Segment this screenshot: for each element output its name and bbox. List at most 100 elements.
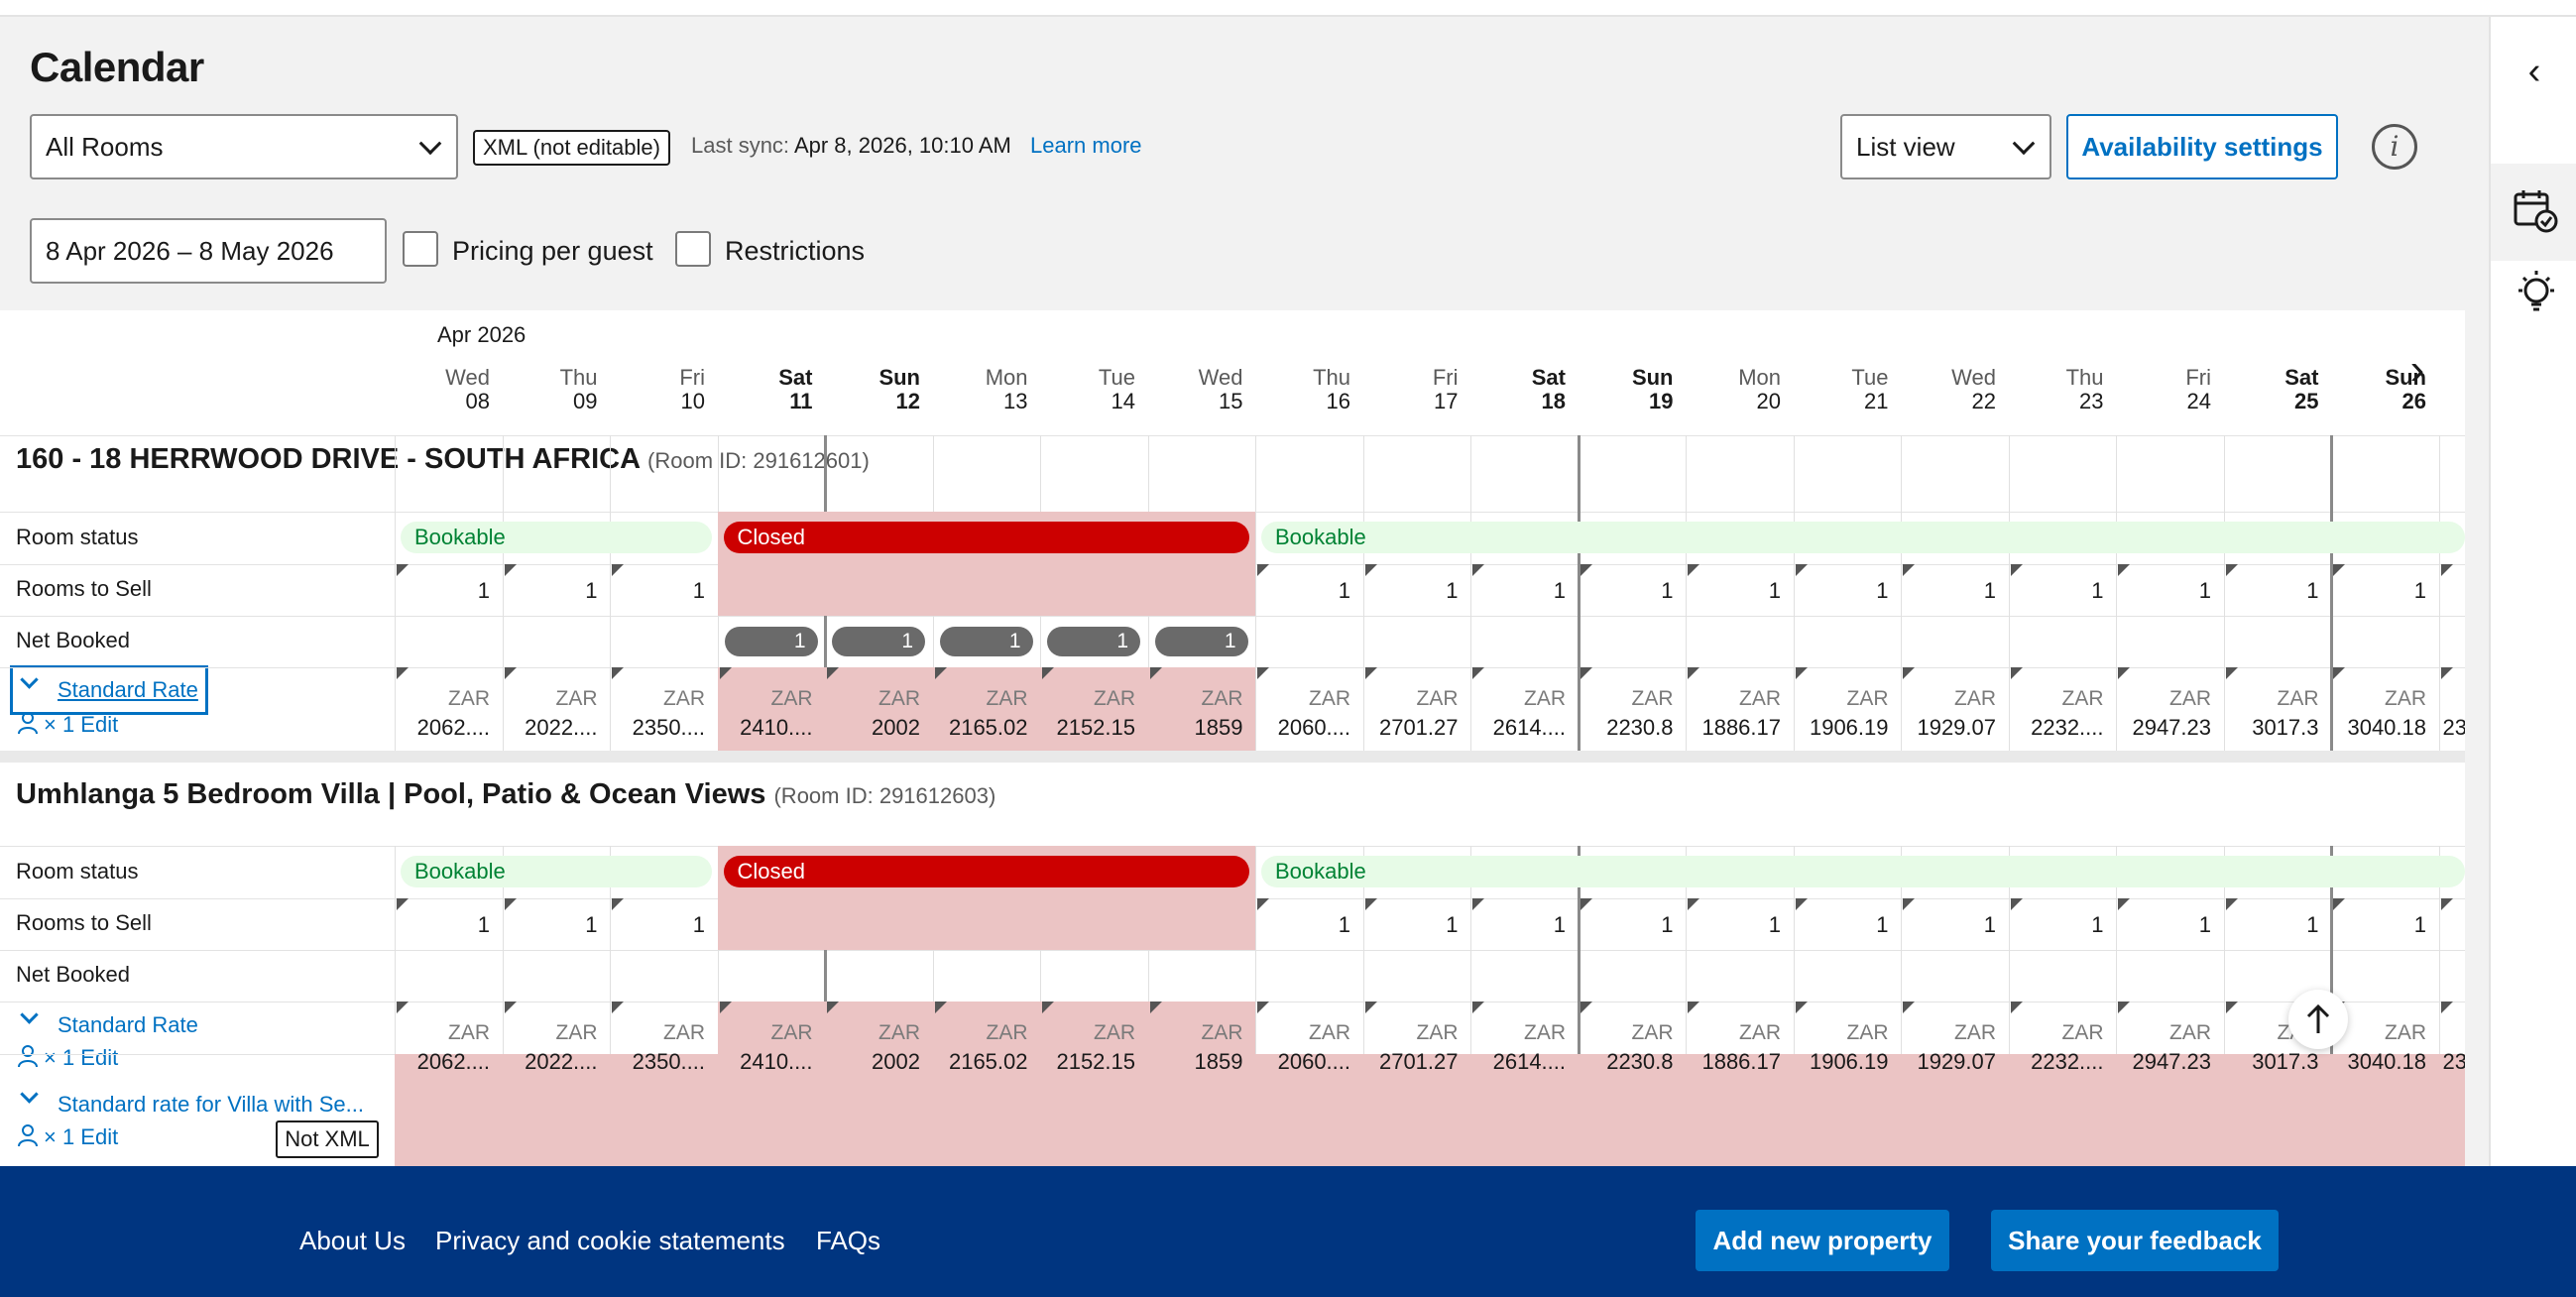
view-select[interactable]: List view — [1840, 114, 2051, 179]
price-cell[interactable]: 2152.15 — [1056, 715, 1135, 740]
pricing-per-guest-checkbox[interactable] — [403, 231, 438, 267]
price-cell[interactable]: 2350.... — [632, 715, 705, 740]
price-cell[interactable]: 23 — [2442, 715, 2466, 740]
rooms-to-sell-cell[interactable]: 1 — [2091, 912, 2104, 937]
price-cell[interactable]: 2410.... — [740, 715, 813, 740]
price-cell[interactable]: 1859 — [1194, 715, 1243, 740]
rooms-to-sell-cell[interactable]: 1 — [2306, 578, 2319, 603]
rate-plan-link[interactable]: Standard Rate — [58, 677, 198, 702]
rooms-to-sell-cell[interactable]: 1 — [2306, 912, 2319, 937]
price-cell[interactable]: 3040.18 — [2347, 715, 2426, 740]
lightbulb-icon[interactable] — [2513, 265, 2560, 324]
price-cell[interactable]: 2350.... — [632, 1049, 705, 1074]
room-title: Umhlanga 5 Bedroom Villa | Pool, Patio &… — [16, 778, 995, 811]
column-divider — [1901, 846, 1902, 1166]
rooms-to-sell-cell[interactable]: 1 — [1768, 578, 1781, 603]
price-cell[interactable]: 1906.19 — [1809, 715, 1889, 740]
price-cell[interactable]: 2614.... — [1492, 715, 1566, 740]
price-cell[interactable]: 2947.23 — [2132, 1049, 2211, 1074]
price-cell[interactable]: 1929.07 — [1917, 715, 1996, 740]
rooms-to-sell-cell[interactable]: 1 — [2413, 912, 2426, 937]
price-cell[interactable]: 2062.... — [416, 1049, 490, 1074]
calendar-tab[interactable] — [2491, 164, 2576, 261]
price-cell[interactable]: 3017.3 — [2252, 1049, 2319, 1074]
price-cell[interactable]: 2701.27 — [1378, 1049, 1459, 1074]
price-cell[interactable]: 2022.... — [525, 1049, 598, 1074]
rate-edit-link[interactable]: × 1 Edit — [16, 1044, 118, 1071]
price-cell[interactable]: 23 — [2442, 1049, 2466, 1074]
price-cell[interactable]: 2230.8 — [1606, 1049, 1674, 1074]
price-cell[interactable]: 1886.17 — [1701, 715, 1781, 740]
rooms-to-sell-cell[interactable]: 1 — [2413, 578, 2426, 603]
price-cell[interactable]: 2165.02 — [948, 715, 1028, 740]
price-cell[interactable]: 1859 — [1194, 1049, 1243, 1074]
rooms-to-sell-cell[interactable]: 1 — [585, 578, 598, 603]
rooms-to-sell-cell[interactable]: 1 — [1768, 912, 1781, 937]
column-divider — [2008, 846, 2010, 1166]
price-cell[interactable]: 2062.... — [416, 715, 490, 740]
chevron-right-icon[interactable]: › — [2409, 345, 2425, 394]
rooms-to-sell-cell[interactable]: 1 — [1983, 912, 1996, 937]
rooms-to-sell-cell[interactable]: 1 — [1446, 912, 1459, 937]
price-cell[interactable]: 1886.17 — [1701, 1049, 1781, 1074]
add-new-property-button[interactable]: Add new property — [1696, 1210, 1949, 1271]
price-cell[interactable]: 2060.... — [1277, 715, 1350, 740]
rooms-to-sell-cell[interactable]: 1 — [1338, 578, 1350, 603]
price-cell[interactable]: 1906.19 — [1809, 1049, 1889, 1074]
rooms-to-sell-cell[interactable]: 1 — [1338, 912, 1350, 937]
chevron-down-icon[interactable] — [20, 1005, 39, 1024]
rooms-to-sell-cell[interactable]: 1 — [692, 912, 705, 937]
scroll-to-top-button[interactable] — [2288, 990, 2348, 1049]
footer-link-privacy[interactable]: Privacy and cookie statements — [435, 1226, 785, 1255]
price-cell[interactable]: 2002 — [872, 1049, 920, 1074]
rooms-to-sell-cell[interactable]: 1 — [585, 912, 598, 937]
price-cell[interactable]: 2002 — [872, 715, 920, 740]
rooms-to-sell-cell[interactable]: 1 — [692, 578, 705, 603]
availability-settings-button[interactable]: Availability settings — [2066, 114, 2338, 179]
rooms-to-sell-cell[interactable]: 1 — [2198, 912, 2211, 937]
rooms-to-sell-cell[interactable]: 1 — [2091, 578, 2104, 603]
rate-plan-link[interactable]: Standard Rate — [58, 1012, 198, 1037]
price-cell[interactable]: 2165.02 — [948, 1049, 1028, 1074]
status-bookable: Bookable — [401, 522, 712, 553]
price-cell[interactable]: 2230.8 — [1606, 715, 1674, 740]
day-of-week: Fri — [679, 365, 705, 390]
info-icon[interactable]: i — [2372, 124, 2417, 170]
rooms-select[interactable]: All Rooms — [30, 114, 458, 179]
rooms-to-sell-cell[interactable]: 1 — [477, 912, 490, 937]
rate-plan-link[interactable]: Standard rate for Villa with Se... — [58, 1092, 364, 1117]
footer-link-faqs[interactable]: FAQs — [816, 1226, 881, 1255]
price-cell[interactable]: 3017.3 — [2252, 715, 2319, 740]
date-range-field[interactable]: 8 Apr 2026 – 8 May 2026 — [30, 218, 387, 284]
rooms-to-sell-cell[interactable]: 1 — [1553, 578, 1566, 603]
rooms-to-sell-cell[interactable]: 1 — [1876, 578, 1889, 603]
price-cell[interactable]: 2614.... — [1492, 1049, 1566, 1074]
rooms-to-sell-cell[interactable]: 1 — [1446, 578, 1459, 603]
price-cell[interactable]: 2022.... — [525, 715, 598, 740]
price-cell[interactable]: 2232.... — [2031, 715, 2104, 740]
rooms-to-sell-cell[interactable]: 1 — [477, 578, 490, 603]
footer-link-about[interactable]: About Us — [299, 1226, 406, 1255]
price-cell[interactable]: 2947.23 — [2132, 715, 2211, 740]
chevron-down-icon[interactable] — [20, 1085, 39, 1104]
rooms-to-sell-cell[interactable]: 1 — [2198, 578, 2211, 603]
price-cell[interactable]: 1929.07 — [1917, 1049, 1996, 1074]
price-cell[interactable]: 2232.... — [2031, 1049, 2104, 1074]
rooms-to-sell-cell[interactable]: 1 — [1876, 912, 1889, 937]
rooms-to-sell-cell[interactable]: 1 — [1553, 912, 1566, 937]
price-cell[interactable]: 3040.18 — [2347, 1049, 2426, 1074]
price-cell[interactable]: 2060.... — [1277, 1049, 1350, 1074]
rooms-to-sell-cell[interactable]: 1 — [1983, 578, 1996, 603]
price-cell[interactable]: 2701.27 — [1378, 715, 1459, 740]
restrictions-checkbox[interactable] — [675, 231, 711, 267]
share-feedback-button[interactable]: Share your feedback — [1991, 1210, 2279, 1271]
rooms-to-sell-cell[interactable]: 1 — [1661, 912, 1674, 937]
learn-more-link[interactable]: Learn more — [1030, 133, 1142, 158]
column-divider — [1793, 435, 1795, 751]
rate-edit-link[interactable]: × 1 Edit — [16, 711, 118, 738]
price-cell[interactable]: 2410.... — [740, 1049, 813, 1074]
chevron-left-icon[interactable]: ‹ — [2527, 51, 2541, 92]
rooms-to-sell-cell[interactable]: 1 — [1661, 578, 1674, 603]
rate-edit-link[interactable]: × 1 Edit — [16, 1123, 118, 1150]
price-cell[interactable]: 2152.15 — [1056, 1049, 1135, 1074]
